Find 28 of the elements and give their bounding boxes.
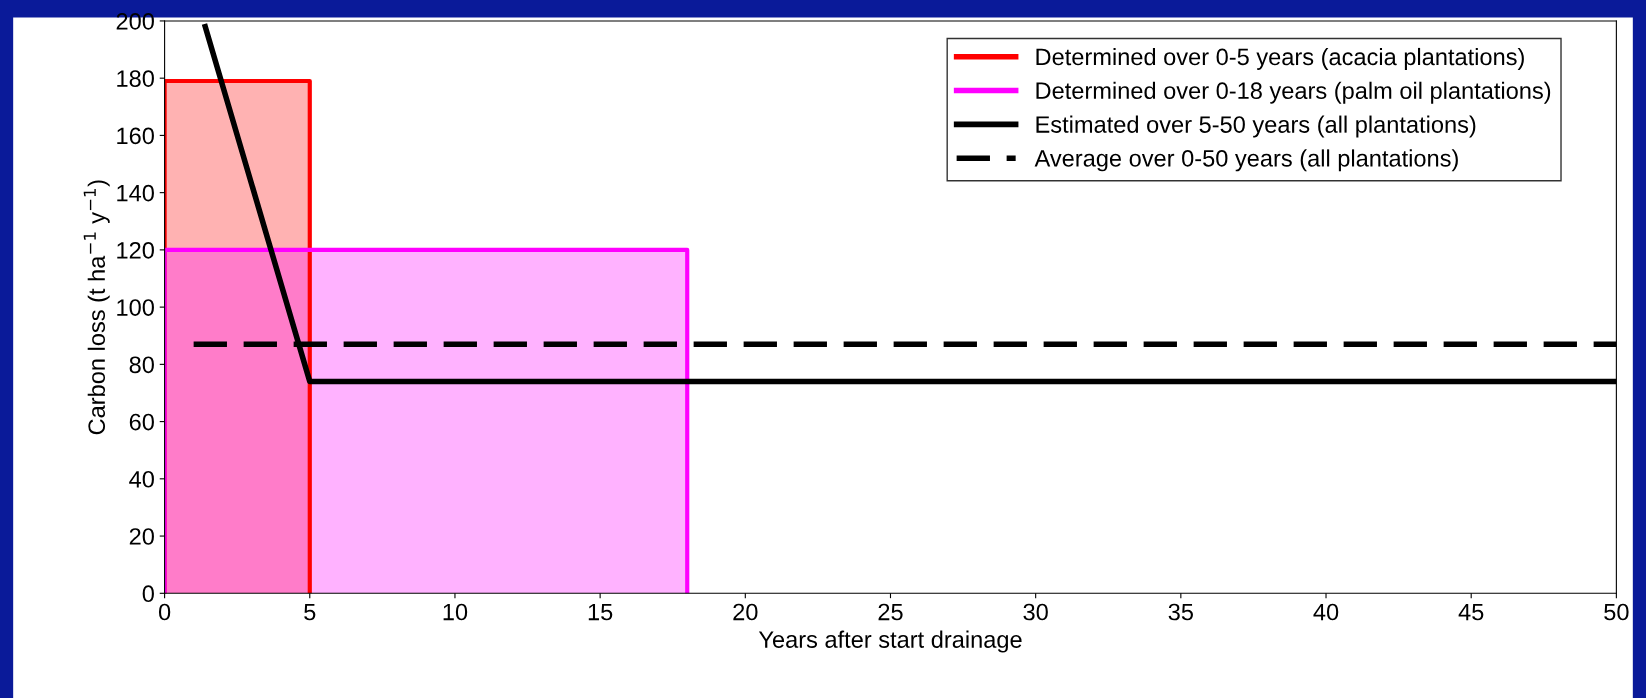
x-tick-label: 20 — [733, 603, 758, 621]
x-tick-label: 5 — [304, 603, 316, 621]
legend-label: Estimated over 5-50 years (all plantations) — [1036, 115, 1476, 138]
legend-label: Determined over 0-18 years (palm oil plantations) — [1036, 81, 1551, 104]
y-tick-label: 200 — [116, 13, 154, 30]
y-tick-label: 160 — [117, 127, 154, 145]
x-tick-label: 0 — [158, 603, 171, 621]
y-tick-label: 40 — [129, 470, 154, 488]
x-tick-label: 15 — [588, 603, 613, 621]
x-tick-label: 10 — [443, 603, 468, 621]
x-tick-label: 30 — [1023, 603, 1048, 621]
y-tick-label: 120 — [117, 241, 154, 259]
y-tick-label: 60 — [129, 413, 154, 431]
legend-label: Determined over 0-5 years (acacia plantations) — [1036, 47, 1524, 70]
x-tick-label: 45 — [1458, 603, 1484, 621]
y-tick-label: 180 — [117, 70, 154, 87]
x-axis-title: Years after start drainage — [758, 630, 1022, 653]
y-tick-label: 0 — [142, 585, 154, 603]
x-tick-label: 35 — [1168, 603, 1193, 621]
x-tick-label: 50 — [1604, 603, 1629, 621]
y-tick-label: 100 — [117, 299, 154, 316]
y-tick-label: 20 — [129, 528, 154, 545]
y-tick-label: 80 — [129, 356, 154, 374]
legend-label: Average over 0-50 years (all plantations) — [1034, 149, 1458, 172]
x-tick-label: 25 — [878, 603, 903, 621]
y-axis-title: Carbon loss (t ha$^{−1}$ y$^{−1}$) — [83, 180, 110, 435]
x-tick-label: 40 — [1313, 603, 1339, 621]
y-tick-label: 140 — [117, 184, 154, 202]
